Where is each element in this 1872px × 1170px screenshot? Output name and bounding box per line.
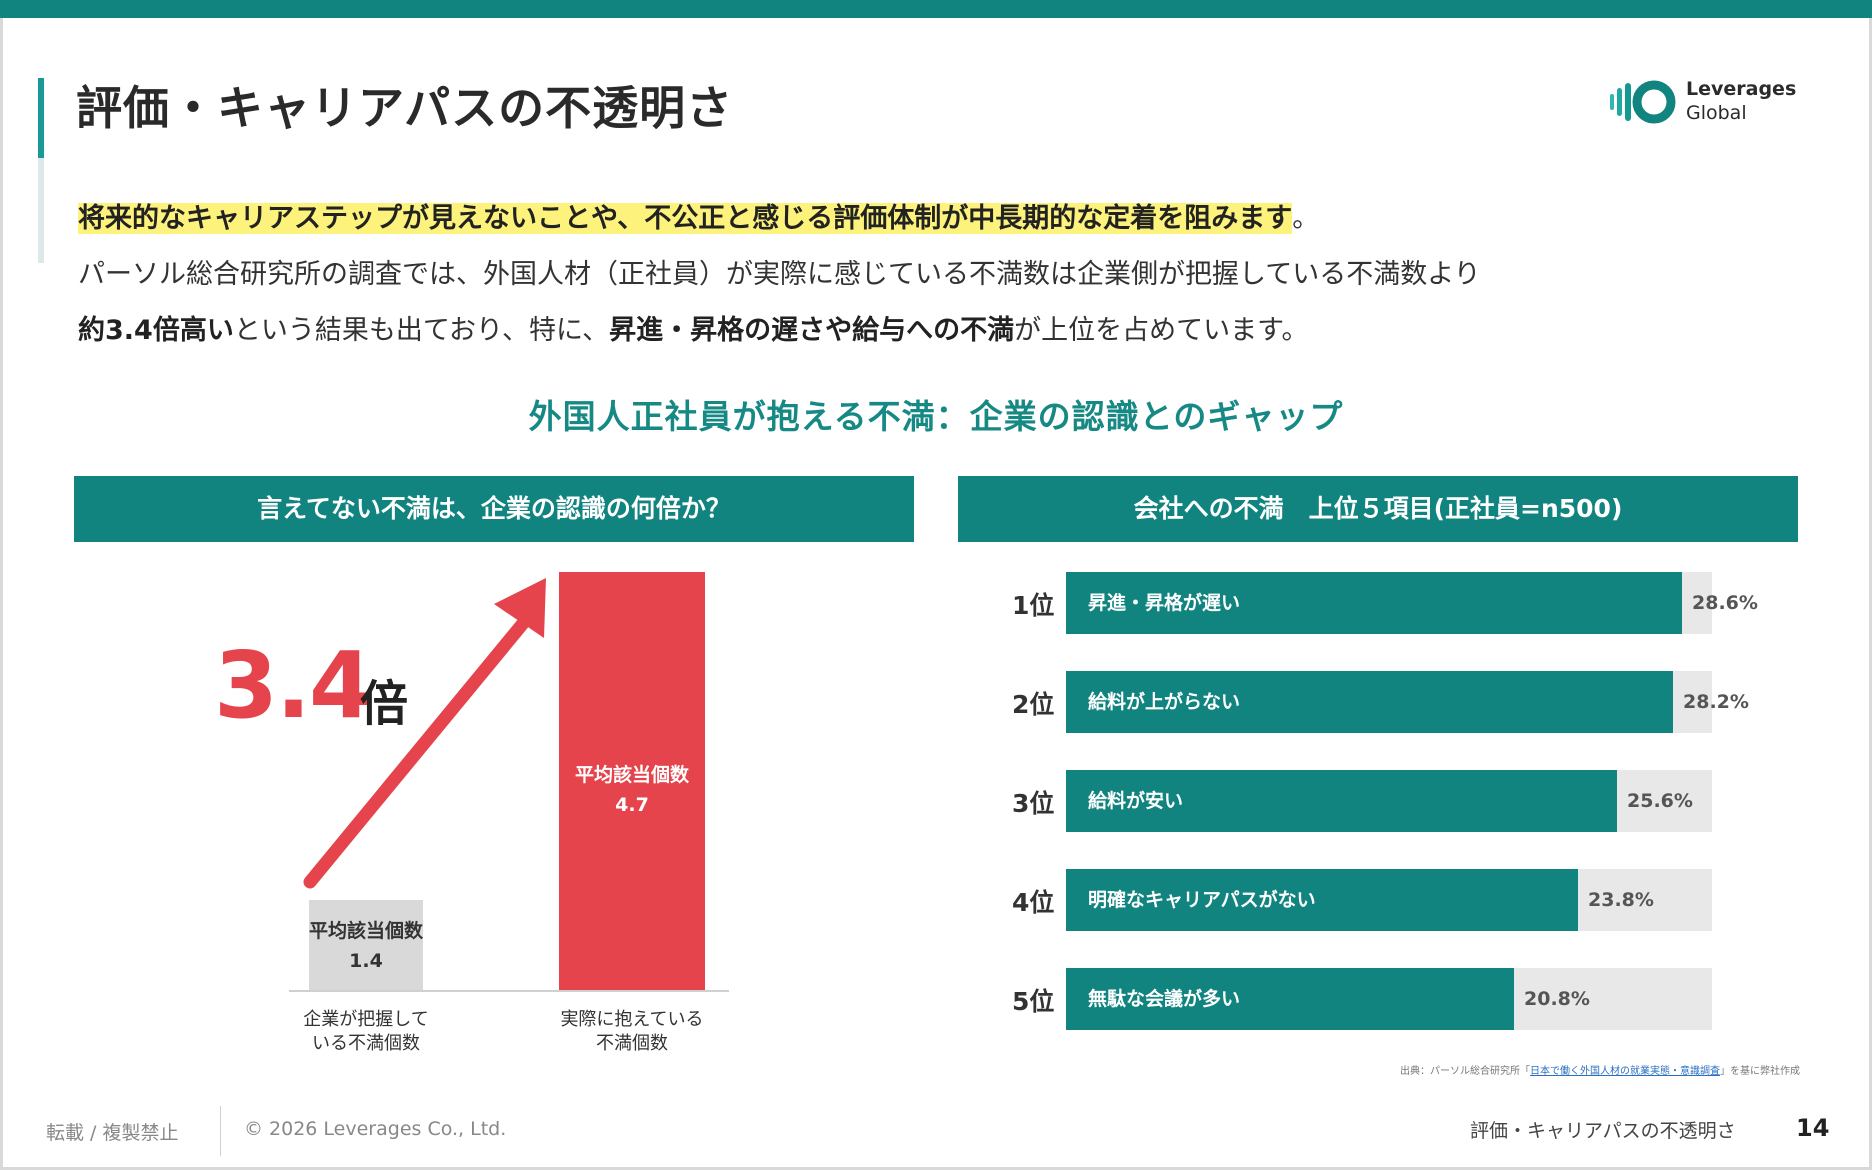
chart-baseline (289, 990, 729, 992)
source-note: 出典：パーソル総合研究所「日本で働く外国人材の就業実態・意識調査」を基に弊社作成 (1400, 1062, 1800, 1077)
bar-percent: 28.2% (1683, 691, 1749, 713)
x-category-label: 企業が把握して いる不満個数 (276, 1008, 456, 1056)
growth-arrow-icon (303, 578, 546, 889)
lead-line3-tail: が上位を占めています。 (1014, 315, 1309, 346)
rank-row: 2位 給料が上がらない 28.2% (980, 671, 1800, 733)
x-category-line: いる不満個数 (312, 1033, 420, 1054)
rank-label: 3位 (1012, 789, 1055, 818)
lead-line-3: 約3.4倍高いという結果も出ており、特に、昇進・昇格の遅さや給与への不満が上位を… (78, 308, 1308, 347)
logo-mark-icon (1610, 80, 1676, 124)
rank-row: 1位 昇進・昇格が遅い 28.6% (980, 572, 1800, 634)
bar-fill: 明確なキャリアパスがない (1066, 869, 1578, 931)
title-accent-secondary (38, 158, 44, 263)
logo-text-line1: Leverages (1686, 78, 1797, 100)
bar-track: 明確なキャリアパスがない 23.8% (1066, 869, 1712, 931)
bar-company-recognized: 平均該当個数 1.4 (309, 900, 423, 990)
top-complaints-chart: 1位 昇進・昇格が遅い 28.6% 2位 給料が上がらない 28.2% 3位 給… (980, 560, 1800, 1060)
page-number: 14 (1796, 1114, 1830, 1142)
multiplier-value: 3.4 (214, 632, 373, 739)
lead-line3-mid: という結果も出ており、特に、 (233, 315, 610, 346)
rank-row: 3位 給料が安い 25.6% (980, 770, 1800, 832)
section-title: 外国人正社員が抱える不満：企業の認識とのギャップ (528, 397, 1344, 436)
footer-divider (220, 1106, 221, 1156)
right-panel-header: 会社への不満 上位５項目(正社員=n500) (958, 476, 1798, 542)
bar-actual-complaints: 平均該当個数 4.7 (559, 572, 705, 990)
bar-track: 給料が上がらない 28.2% (1066, 671, 1749, 733)
bar-value-label: 平均該当個数 (574, 764, 689, 786)
bar-item-label: 昇進・昇格が遅い (1088, 592, 1241, 614)
rank-row: 5位 無駄な会議が多い 20.8% (980, 968, 1800, 1030)
x-category-label: 実際に抱えている 不満個数 (542, 1008, 722, 1056)
bar-item-label: 無駄な会議が多い (1088, 988, 1241, 1010)
gap-bar-chart: 3.4 倍 平均該当個数 1.4 平均該当個数 4.7 企業が把握して いる不満… (74, 560, 914, 1070)
lead-bold-ratio: 約3.4倍高い (78, 315, 234, 346)
bar-item-label: 明確なキャリアパスがない (1088, 889, 1316, 911)
bar-item-label: 給料が上がらない (1088, 691, 1241, 713)
bar-fill: 昇進・昇格が遅い (1066, 572, 1682, 634)
top-accent-bar (0, 0, 1872, 18)
lead-bold-top-complaints: 昇進・昇格の遅さや給与への不満 (609, 315, 1015, 346)
leverages-logo: Leverages Global (1610, 76, 1800, 128)
x-category-line: 企業が把握して (303, 1009, 429, 1030)
footer-slide-title: 評価・キャリアパスの不透明さ (1470, 1120, 1736, 1142)
rank-label: 5位 (1012, 987, 1055, 1016)
lead-line-1: 将来的なキャリアステップが見えないことや、不公正と感じる評価体制が中長期的な定着… (78, 196, 1319, 235)
bar-fill: 給料が上がらない (1066, 671, 1673, 733)
bar-fill: 給料が安い (1066, 770, 1617, 832)
title-accent (38, 78, 44, 158)
left-panel-header: 言えてない不満は、企業の認識の何倍か？ (74, 476, 914, 542)
rank-label: 4位 (1012, 888, 1055, 917)
bar-percent: 28.6% (1692, 592, 1758, 614)
source-link[interactable]: 日本で働く外国人材の就業実態・意識調査 (1530, 1066, 1720, 1077)
x-category-line: 不満個数 (596, 1033, 668, 1054)
lead-highlight: 将来的なキャリアステップが見えないことや、不公正と感じる評価体制が中長期的な定着… (78, 203, 1293, 234)
rank-label: 1位 (1012, 591, 1055, 620)
bar-track: 昇進・昇格が遅い 28.6% (1066, 572, 1758, 634)
bar-fill: 無駄な会議が多い (1066, 968, 1514, 1030)
lead-line-2: パーソル総合研究所の調査では、外国人材（正社員）が実際に感じている不満数は企業側… (78, 259, 1481, 290)
rank-row: 4位 明確なキャリアパスがない 23.8% (980, 869, 1800, 931)
page-title: 評価・キャリアパスの不透明さ (76, 81, 734, 135)
footer-notice: 転載 / 複製禁止 (46, 1122, 179, 1144)
bar-track: 無駄な会議が多い 20.8% (1066, 968, 1712, 1030)
x-category-line: 実際に抱えている (560, 1009, 704, 1030)
bar-track: 給料が安い 25.6% (1066, 770, 1712, 832)
bar-value: 1.4 (349, 950, 383, 972)
bar-percent: 23.8% (1588, 889, 1654, 911)
bar-item-label: 給料が安い (1088, 790, 1184, 812)
logo-text-line2: Global (1686, 102, 1747, 124)
bar-percent: 25.6% (1627, 790, 1693, 812)
source-suffix: 」を基に弊社作成 (1720, 1066, 1800, 1077)
bar-percent: 20.8% (1524, 988, 1590, 1010)
bar-value-label: 平均該当個数 (309, 920, 424, 942)
source-prefix: 出典：パーソル総合研究所「 (1400, 1066, 1530, 1077)
bar-value: 4.7 (615, 794, 649, 816)
footer-copyright: © 2026 Leverages Co., Ltd. (244, 1118, 507, 1140)
rank-label: 2位 (1012, 690, 1055, 719)
lead-line1-tail: 。 (1292, 203, 1320, 234)
multiplier-unit: 倍 (360, 676, 409, 732)
